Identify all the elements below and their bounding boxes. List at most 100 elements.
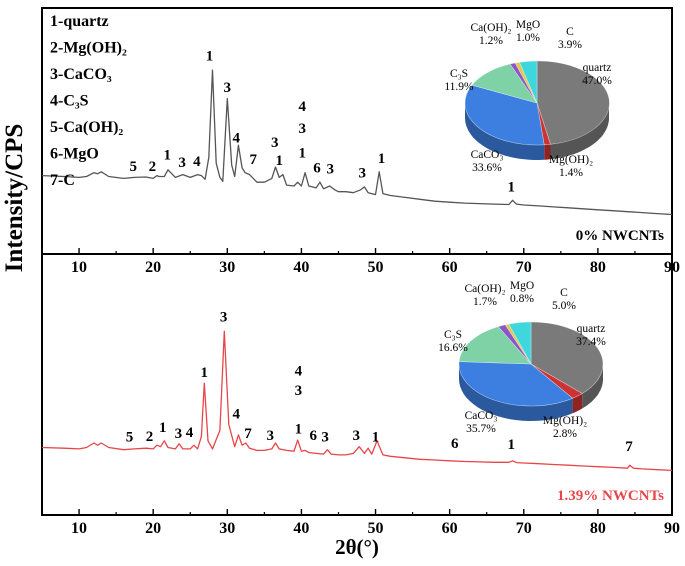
pie-label-value: 5.0% [552, 300, 576, 312]
pie-label-name: CaCO₃ [465, 410, 498, 422]
x-tick-label: 10 [71, 520, 87, 537]
peak-label: 3 [298, 121, 306, 137]
pie-label-name: CaCO₃ [471, 149, 504, 161]
pie-label-value: 2.8% [553, 428, 577, 440]
peak-label: 3 [321, 430, 329, 446]
pie-slice-side [544, 144, 551, 160]
x-tick-label: 50 [368, 259, 384, 276]
peak-label: 5 [126, 430, 134, 446]
pie-label-value: 1.2% [479, 35, 503, 47]
pie-label-value: 0.8% [510, 293, 534, 305]
peak-label: 4 [298, 99, 306, 115]
peak-label: 1 [164, 147, 172, 163]
x-tick-label: 80 [590, 259, 606, 276]
pie-label-value: 11.9% [444, 81, 474, 93]
peak-label: 1 [507, 180, 515, 196]
pie-label-name: Ca(OH)₂ [464, 283, 505, 295]
phase-legend: 1-quartz 2-Mg(OH)₂ 3-CaCO₃ 4-C₃S 5-Ca(OH)₂ 6-… [50, 13, 127, 189]
x-tick-label: 30 [219, 259, 235, 276]
peak-label: 3 [224, 80, 232, 96]
peak-label: 3 [175, 426, 183, 442]
legend-entry: 4-C₃S [50, 93, 89, 110]
pie-label-value: 3.9% [558, 39, 582, 51]
pie-label-value: 1.4% [559, 167, 583, 179]
pie-label-value: 35.7% [466, 423, 496, 435]
bottom-x-axis-ticks: 10 20 30 40 50 60 70 80 90 [71, 509, 680, 537]
pie-label-value: 33.6% [472, 162, 502, 174]
pie-slice [530, 321, 604, 394]
peak-label: 3 [267, 428, 275, 444]
x-axis-label: 2θ(°) [335, 535, 379, 559]
pie-label-name: quartz [577, 323, 606, 335]
pie-label-name: Mg(OH)₂ [549, 154, 593, 166]
peak-label: 2 [146, 429, 154, 445]
bottom-sample-label: 1.39% NWCNTs [557, 488, 664, 504]
peak-label: 1 [507, 437, 515, 453]
x-tick-label: 10 [71, 259, 87, 276]
x-tick-label: 90 [664, 520, 680, 537]
pie-slice [508, 321, 532, 366]
pie-label-name: Mg(OH)₂ [543, 415, 587, 427]
x-tick-label: 70 [516, 520, 532, 537]
peak-label: 5 [129, 159, 137, 175]
peak-label: 3 [358, 165, 366, 181]
x-tick-label: 20 [145, 520, 161, 537]
peak-label: 7 [244, 426, 252, 442]
peak-label: 7 [249, 152, 257, 168]
peak-label: 6 [313, 161, 321, 177]
peak-label: 3 [353, 428, 361, 444]
x-tick-label: 40 [293, 520, 309, 537]
pie-label-value: 16.6% [438, 342, 468, 354]
peak-label: 4 [232, 130, 240, 146]
peak-label: 2 [149, 159, 157, 175]
peak-label: 3 [220, 310, 228, 326]
pie-label-name: C₃S [444, 329, 462, 341]
top-sample-label: 0% NWCNTs [576, 228, 664, 244]
peak-label: 1 [275, 153, 283, 169]
xrd-pattern-line [41, 330, 673, 472]
legend-entry: 7-C [50, 172, 75, 189]
peak-label: 3 [271, 135, 279, 151]
x-tick-label: 80 [590, 520, 606, 537]
top-x-axis-ticks: 10 20 30 40 50 60 70 80 90 [71, 248, 680, 276]
y-axis-label: Intensity/CPS [1, 124, 28, 273]
peak-label: 6 [451, 436, 459, 452]
pie-slice [519, 60, 538, 104]
pie-slice [458, 361, 574, 407]
pie-slice-side [582, 364, 603, 409]
pie-slice-side [459, 364, 573, 421]
peak-label: 7 [625, 439, 633, 455]
x-tick-label: 20 [145, 259, 161, 276]
peak-label: 4 [232, 407, 240, 423]
pie-slice-side [572, 393, 583, 414]
peak-label: 1 [298, 146, 306, 162]
x-tick-label: 30 [219, 520, 235, 537]
peak-label: 6 [310, 428, 318, 444]
pie-label-name: MgO [510, 280, 534, 292]
peak-label: 1 [159, 420, 167, 436]
peak-label: 3 [327, 162, 335, 178]
pie-label-name: C [566, 26, 574, 38]
legend-entry: 3-CaCO₃ [50, 66, 112, 83]
peak-label: 1 [295, 421, 303, 437]
pie-label-name: C₃S [450, 68, 468, 80]
pie-slice [536, 60, 610, 145]
peak-label: 1 [206, 49, 214, 65]
pie-label-value: 1.0% [516, 32, 540, 44]
legend-entry: 6-MgO [50, 146, 99, 163]
peak-label: 4 [186, 425, 194, 441]
peak-label: 3 [295, 383, 303, 399]
legend-entry: 5-Ca(OH)₂ [50, 119, 123, 136]
peak-label: 1 [372, 430, 380, 446]
peak-label: 4 [295, 364, 303, 380]
pie-label-value: 47.0% [582, 75, 612, 87]
pie-slice-side [465, 103, 545, 160]
x-tick-label: 50 [368, 520, 384, 537]
peak-label: 3 [178, 155, 186, 171]
